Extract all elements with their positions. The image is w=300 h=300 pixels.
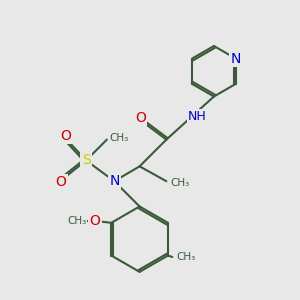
Text: CH₃: CH₃ — [170, 178, 189, 188]
Text: N: N — [109, 174, 119, 188]
Text: NH: NH — [188, 110, 207, 123]
Text: CH₃: CH₃ — [110, 133, 129, 143]
Text: O: O — [60, 129, 71, 143]
Text: S: S — [82, 153, 91, 167]
Text: O: O — [89, 214, 100, 228]
Text: O: O — [135, 111, 146, 125]
Text: CH₃: CH₃ — [67, 216, 86, 226]
Text: CH₃: CH₃ — [176, 252, 195, 262]
Text: N: N — [231, 52, 241, 66]
Text: O: O — [56, 175, 66, 189]
